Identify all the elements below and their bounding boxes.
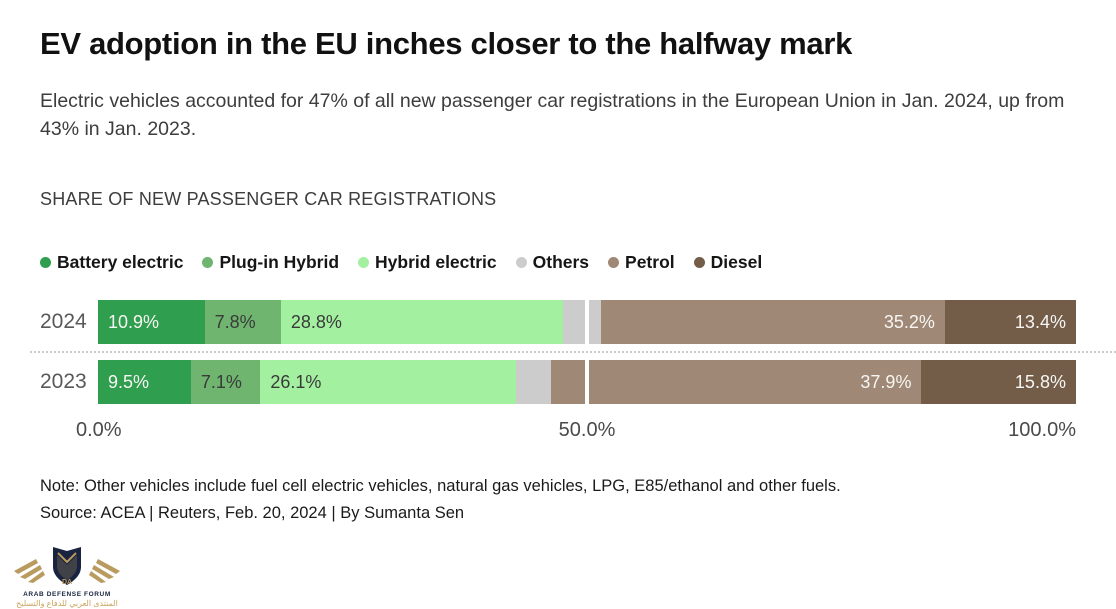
watermark-logo: DA ARAB DEFENSE FORUM المنتدى العربي للد… (10, 545, 124, 609)
source-line: Source: ACEA | Reuters, Feb. 20, 2024 | … (40, 504, 465, 522)
legend-label: Petrol (625, 251, 675, 272)
legend-item-others: Others (515, 251, 590, 273)
legend-label: Others (532, 251, 590, 272)
segment-value: 26.1% (270, 372, 322, 392)
segment-diesel: 15.8% (921, 360, 1076, 404)
segment-petrol: 37.9% (550, 360, 922, 404)
bar-track-2024: 10.9% 7.8% 28.8% 35.2% 13.4% (98, 300, 1076, 344)
legend-dot-hybrid-electric-icon (358, 256, 370, 268)
axis-tick-0: 0.0% (76, 419, 122, 441)
legend-item-diesel: Diesel (693, 251, 763, 273)
legend-label: Diesel (710, 251, 763, 272)
legend-item-battery-electric: Battery electric (40, 252, 183, 273)
bar-row-2023: 2023 9.5% 7.1% 26.1% 37.9% 15.8% (40, 360, 1076, 404)
axis-tick-100: 100.0% (1008, 419, 1076, 441)
legend-item-plug-in-hybrid: Plug-in Hybrid (202, 252, 339, 273)
legend-label: Plug-in Hybrid (219, 251, 340, 272)
segment-value: 7.8% (214, 312, 256, 332)
stacked-bar-chart: 2024 10.9% 7.8% 28.8% 35.2% 13.4% 2023 9.5% 7.1%… (30, 300, 1116, 404)
legend-item-hybrid-electric: Hybrid electric (358, 252, 497, 273)
footnote: Note: Other vehicles include fuel cell e… (40, 477, 841, 495)
segment-plug-in-hybrid: 7.1% (190, 360, 261, 404)
legend-label: Hybrid electric (375, 251, 497, 272)
defense-forum-emblem-icon: DA (14, 546, 120, 586)
chart-kicker: SHARE OF NEW PASSENGER CAR REGISTRATIONS (40, 189, 497, 209)
segment-value: 28.8% (290, 312, 342, 332)
segment-hybrid-electric: 26.1% (260, 360, 516, 404)
segment-diesel: 13.4% (944, 300, 1076, 344)
legend-label: Battery electric (57, 251, 184, 272)
legend-dot-others-icon (515, 256, 527, 268)
segment-plug-in-hybrid: 7.8% (204, 300, 281, 344)
x-axis: 0.0% 50.0% 100.0% (76, 419, 1076, 443)
bar-track-2023: 9.5% 7.1% 26.1% 37.9% 15.8% (98, 360, 1076, 404)
segment-battery-electric: 10.9% (98, 300, 205, 344)
legend: Battery electric Plug-in Hybrid Hybrid ele… (40, 251, 1076, 273)
segment-value: 10.9% (108, 312, 160, 332)
segment-value: 15.8% (1014, 372, 1066, 392)
segment-value: 7.1% (200, 372, 242, 392)
gridline-50pct (585, 360, 589, 404)
segment-value: 37.9% (860, 372, 912, 392)
segment-others (562, 300, 601, 344)
segment-battery-electric: 9.5% (98, 360, 191, 404)
legend-dot-diesel-icon (693, 256, 705, 268)
watermark-title: ARAB DEFENSE FORUM (23, 590, 111, 598)
segment-petrol: 35.2% (600, 300, 945, 344)
segment-value: 35.2% (883, 312, 935, 332)
segment-value: 9.5% (108, 372, 150, 392)
bar-row-2024: 2024 10.9% 7.8% 28.8% 35.2% 13.4% (40, 300, 1076, 344)
row-separator (30, 351, 1116, 353)
segment-value: 13.4% (1014, 312, 1066, 332)
axis-tick-50: 50.0% (558, 419, 616, 441)
year-label: 2024 (40, 310, 87, 333)
segment-hybrid-electric: 28.8% (280, 300, 563, 344)
infographic: EV adoption in the EU inches closer to t… (0, 24, 1116, 523)
legend-dot-petrol-icon (608, 256, 620, 268)
segment-others (515, 360, 551, 404)
year-label: 2023 (40, 370, 87, 393)
subtitle: Electric vehicles accounted for 47% of a… (40, 90, 1065, 140)
legend-dot-plug-in-hybrid-icon (202, 256, 214, 268)
page-title: EV adoption in the EU inches closer to t… (40, 26, 853, 61)
watermark-arabic: المنتدى العربي للدفاع والتسليح (16, 599, 118, 608)
legend-item-petrol: Petrol (608, 252, 675, 273)
svg-text:DA: DA (62, 579, 72, 586)
legend-dot-battery-electric-icon (40, 256, 51, 268)
gridline-50pct (585, 300, 589, 344)
